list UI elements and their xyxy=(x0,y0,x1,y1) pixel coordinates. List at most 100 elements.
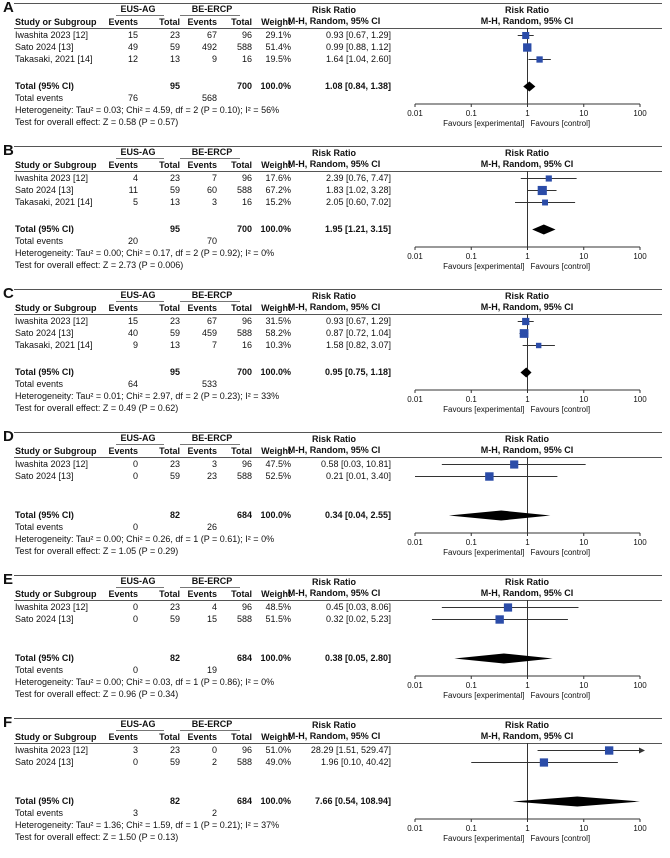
exp-total-value: 23 xyxy=(169,459,180,469)
risk-ratio-ci-value: 0.45 [0.03, 8.06] xyxy=(325,602,391,612)
heterogeneity-text: Heterogeneity: Tau² = 1.36; Chi² = 1.59,… xyxy=(15,820,280,830)
study-name: Takasaki, 2021 [14] xyxy=(15,340,93,350)
exp-total-events: 3 xyxy=(132,808,138,818)
total-ci-value: 1.08 [0.84, 1.38] xyxy=(324,81,391,91)
total-weight: 100.0% xyxy=(260,81,291,91)
rr-method-table: M-H, Random, 95% CI xyxy=(287,588,381,598)
exp-events-header: Events xyxy=(108,17,138,27)
study-name: Takasaki, 2021 [14] xyxy=(15,54,93,64)
total-ci-value: 1.95 [1.21, 3.15] xyxy=(324,224,391,234)
ctrl-total-n: 684 xyxy=(236,796,252,806)
x-tick-label: 0.01 xyxy=(407,252,423,261)
ctrl-total-value: 588 xyxy=(236,757,252,767)
ctrl-total-value: 96 xyxy=(241,173,252,183)
weight-header: Weight xyxy=(261,589,291,599)
total-events-label: Total events xyxy=(15,236,64,246)
exp-total-value: 23 xyxy=(169,30,180,40)
study-effect-square xyxy=(495,615,504,624)
exp-total-n: 95 xyxy=(169,224,180,234)
header-bottom-rule xyxy=(14,457,662,458)
exp-total-value: 13 xyxy=(169,340,180,350)
ctrl-group-header: BE-ERCP xyxy=(191,4,233,14)
weight-value: 51.4% xyxy=(265,42,291,52)
exp-total-value: 23 xyxy=(169,316,180,326)
risk-ratio-ci-value: 0.99 [0.88, 1.12] xyxy=(325,42,391,52)
exp-group-underline xyxy=(116,587,164,588)
study-name: Sato 2024 [13] xyxy=(15,614,74,624)
exp-events-value: 0 xyxy=(132,471,138,481)
total-events-label: Total events xyxy=(15,93,64,103)
x-tick-label: 1 xyxy=(525,395,530,404)
study-effect-square xyxy=(510,460,519,469)
exp-total-value: 59 xyxy=(169,185,180,195)
study-effect-square xyxy=(537,185,547,196)
study-effect-square xyxy=(604,746,614,755)
ctrl-total-header: Total xyxy=(231,446,252,456)
study-effect-square xyxy=(522,31,530,40)
exp-total-header: Total xyxy=(159,160,180,170)
risk-ratio-ci-value: 28.29 [1.51, 529.47] xyxy=(310,745,391,755)
heterogeneity-text: Heterogeneity: Tau² = 0.01; Chi² = 2.97,… xyxy=(15,391,280,401)
study-name: Takasaki, 2021 [14] xyxy=(15,197,93,207)
ctrl-events-value: 0 xyxy=(211,745,217,755)
ctrl-events-value: 3 xyxy=(211,197,217,207)
exp-events-value: 5 xyxy=(132,197,138,207)
total-ci-value: 0.38 [0.05, 2.80] xyxy=(324,653,391,663)
weight-header: Weight xyxy=(261,17,291,27)
forest-plot-svg: 0.01 0.1 1 10 100 Favours [experimental] Favou… xyxy=(407,457,647,557)
x-tick-label: 1 xyxy=(525,109,530,118)
total-ci-value: 0.34 [0.04, 2.55] xyxy=(324,510,391,520)
weight-value: 15.2% xyxy=(265,197,291,207)
header-top-rule xyxy=(14,146,662,147)
exp-group-underline xyxy=(116,158,164,159)
exp-total-value: 59 xyxy=(169,328,180,338)
x-tick-label: 1 xyxy=(525,538,530,547)
header-bottom-rule xyxy=(14,743,662,744)
study-effect-square xyxy=(503,603,513,612)
ctrl-group-header: BE-ERCP xyxy=(191,290,233,300)
panel-letter: C xyxy=(3,285,14,302)
x-tick-label: 0.1 xyxy=(466,681,478,690)
exp-group-header: EUS-AG xyxy=(120,4,156,14)
study-column-header: Study or Subgroup xyxy=(15,160,97,170)
panel-letter: D xyxy=(3,428,14,445)
panel-letter: A xyxy=(3,0,14,16)
rr-method-plot: M-H, Random, 95% CI xyxy=(480,731,574,741)
panel-letter: F xyxy=(3,714,13,731)
ctrl-events-value: 23 xyxy=(206,471,217,481)
exp-events-value: 15 xyxy=(127,316,138,326)
total-weight: 100.0% xyxy=(260,653,291,663)
rr-method-plot: M-H, Random, 95% CI xyxy=(480,302,574,312)
ctrl-total-value: 16 xyxy=(241,340,252,350)
ctrl-total-n: 700 xyxy=(236,224,252,234)
ctrl-events-value: 4 xyxy=(211,602,217,612)
risk-ratio-ci-value: 0.87 [0.72, 1.04] xyxy=(325,328,391,338)
exp-group-underline xyxy=(116,444,164,445)
exp-total-value: 59 xyxy=(169,471,180,481)
x-tick-label: 10 xyxy=(579,824,588,833)
ctrl-events-header: Events xyxy=(187,732,217,742)
ctrl-total-events: 70 xyxy=(206,236,217,246)
ctrl-group-header: BE-ERCP xyxy=(191,576,233,586)
total-events-label: Total events xyxy=(15,522,64,532)
overall-effect-text: Test for overall effect: Z = 2.73 (P = 0… xyxy=(15,260,184,270)
ctrl-events-value: 459 xyxy=(201,328,217,338)
favours-control-label: Favours [control] xyxy=(531,119,591,128)
ctrl-total-n: 700 xyxy=(236,81,252,91)
risk-ratio-ci-value: 0.58 [0.03, 10.81] xyxy=(320,459,391,469)
ctrl-group-underline xyxy=(180,587,240,588)
ctrl-events-value: 7 xyxy=(211,173,217,183)
total-label: Total (95% CI) xyxy=(15,796,74,806)
rr-method-plot: M-H, Random, 95% CI xyxy=(480,159,574,169)
exp-total-events: 64 xyxy=(127,379,138,389)
forest-panel-a: A EUS-AG BE-ERCP Risk Ratio M-H, Random, 95%… xyxy=(0,0,670,143)
ctrl-events-value: 2 xyxy=(211,757,217,767)
ctrl-group-underline xyxy=(180,730,240,731)
exp-group-header: EUS-AG xyxy=(120,576,156,586)
ctrl-total-header: Total xyxy=(231,17,252,27)
study-column-header: Study or Subgroup xyxy=(15,303,97,313)
ctrl-events-value: 9 xyxy=(211,54,217,64)
rr-method-table: M-H, Random, 95% CI xyxy=(287,731,381,741)
weight-value: 51.0% xyxy=(265,745,291,755)
ctrl-total-events: 2 xyxy=(211,808,217,818)
